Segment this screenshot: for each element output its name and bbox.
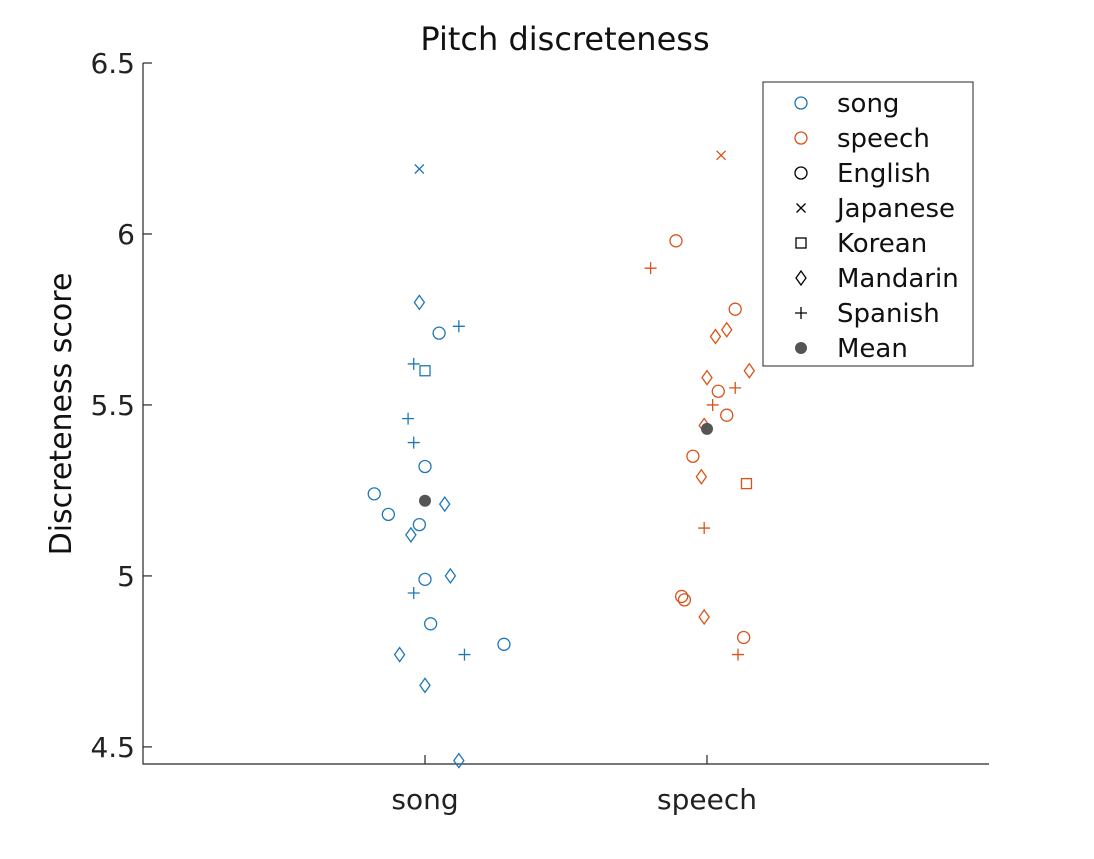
data-points xyxy=(367,150,756,769)
legend-label-spanish: Spanish xyxy=(837,299,940,329)
legend-label-japanese: Japanese xyxy=(835,194,955,224)
song-point-english xyxy=(381,507,395,522)
y-tick-label: 6 xyxy=(117,218,135,251)
legend-label-speech: speech xyxy=(837,124,930,154)
song-point-spanish xyxy=(452,320,465,333)
speech-point-english xyxy=(711,384,725,398)
speech-point-english xyxy=(728,302,742,316)
speech-point-mandarin xyxy=(698,608,710,626)
speech-point-english xyxy=(686,449,700,463)
song-point-mandarin xyxy=(413,294,426,311)
y-tick-label: 6.5 xyxy=(90,47,135,80)
y-axis-label: Discreteness score xyxy=(44,273,79,556)
song-point-korean xyxy=(419,365,431,377)
song-point-mandarin xyxy=(405,526,417,544)
speech-mean-point xyxy=(701,422,713,435)
legend-marker-japanese xyxy=(796,203,806,213)
y-tick-label: 5 xyxy=(117,560,135,593)
y-tick-label: 4.5 xyxy=(90,731,135,764)
legend-marker-korean xyxy=(795,237,807,249)
speech-point-korean xyxy=(740,477,753,490)
song-point-mandarin xyxy=(444,567,457,585)
speech-point-english xyxy=(674,589,689,604)
mean-points xyxy=(419,422,713,507)
y-tick-label: 5.5 xyxy=(90,389,135,422)
speech-point-english xyxy=(737,630,751,645)
legend-label-song: song xyxy=(837,89,899,119)
speech-point-spanish xyxy=(729,381,742,394)
legend-marker-song xyxy=(794,96,808,110)
x-tick-label: speech xyxy=(657,783,757,816)
song-point-english xyxy=(497,637,511,651)
speech-point-spanish xyxy=(706,398,719,411)
song-point-mandarin xyxy=(438,495,451,513)
song-point-japanese xyxy=(414,164,425,174)
speech-point-mandarin xyxy=(701,369,713,386)
legend-label-mean: Mean xyxy=(837,334,908,364)
speech-point-spanish xyxy=(644,262,657,275)
song-point-spanish xyxy=(407,357,420,370)
legend-marker-english xyxy=(794,166,808,180)
speech-point-mandarin xyxy=(720,321,733,338)
song-point-english xyxy=(432,326,446,340)
legend-marker-mandarin xyxy=(795,269,807,287)
speech-point-japanese xyxy=(716,150,727,161)
chart-title: Pitch discreteness xyxy=(420,20,709,58)
speech-point-spanish xyxy=(698,522,711,535)
legend-marker-speech xyxy=(794,131,808,145)
song-mean-point xyxy=(419,494,431,507)
legend-label-english: English xyxy=(837,159,931,189)
speech-point-mandarin xyxy=(709,328,722,345)
legend-label-korean: Korean xyxy=(837,229,927,259)
legend-label-mandarin: Mandarin xyxy=(837,264,959,294)
speech-point-mandarin xyxy=(695,468,708,485)
legend-marker-mean xyxy=(795,342,807,354)
speech-point-english xyxy=(720,408,734,422)
speech-point-english xyxy=(669,234,683,248)
song-point-mandarin xyxy=(419,677,431,694)
legend: song speech English Japanese Korean Mandarin S… xyxy=(762,81,974,367)
song-point-english xyxy=(367,487,381,501)
song-point-spanish xyxy=(407,587,420,600)
song-point-english xyxy=(418,459,432,474)
song-point-mandarin xyxy=(393,646,406,663)
axes: 4.5 5 5.5 6 6.5 song speech xyxy=(90,47,989,816)
legend-box xyxy=(762,81,974,367)
song-point-spanish xyxy=(402,412,415,425)
speech-point-english xyxy=(677,593,692,607)
song-point-spanish xyxy=(458,648,471,661)
song-point-english xyxy=(418,572,432,586)
x-tick-label: song xyxy=(391,783,458,816)
legend-marker-spanish xyxy=(795,307,807,319)
song-point-spanish xyxy=(407,436,420,449)
song-point-english xyxy=(412,517,427,532)
speech-point-spanish xyxy=(732,648,745,661)
speech-point-mandarin xyxy=(743,362,756,379)
song-point-english xyxy=(423,617,438,631)
song-point-mandarin xyxy=(453,752,465,769)
